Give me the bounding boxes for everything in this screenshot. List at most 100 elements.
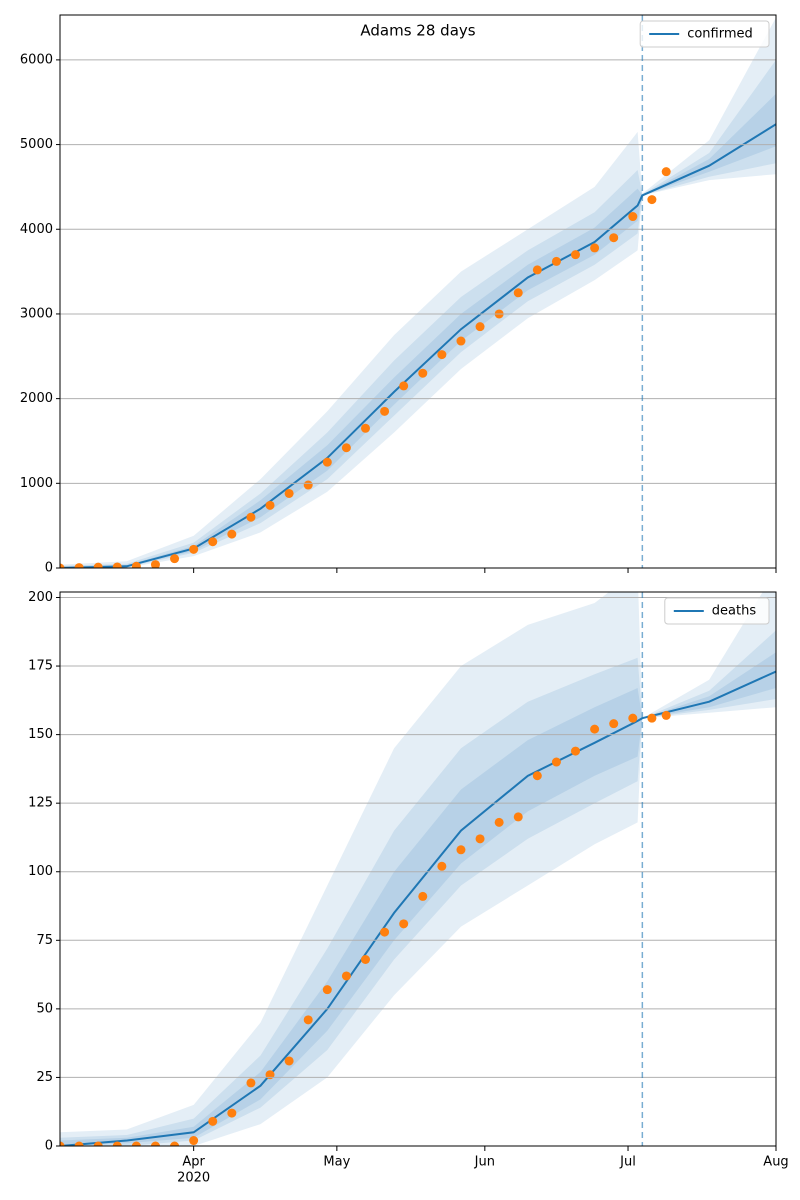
observed-point — [590, 243, 600, 253]
observed-point — [475, 834, 485, 844]
observed-point — [456, 845, 466, 855]
observed-point — [551, 256, 561, 266]
observed-point — [322, 457, 332, 467]
plot-area — [60, 17, 776, 568]
observed-point — [590, 724, 600, 734]
observed-point — [150, 1141, 160, 1146]
axes-frame — [59, 591, 777, 1147]
legend-label: confirmed — [687, 27, 753, 42]
chart-title: Adams 28 days — [360, 22, 475, 40]
observed-point — [399, 919, 409, 929]
observed-point — [628, 713, 638, 723]
observed-point — [532, 265, 542, 275]
observed-point — [265, 500, 275, 510]
observed-point — [131, 1141, 141, 1146]
observed-point — [437, 861, 447, 871]
observed-point — [112, 562, 122, 568]
model-line — [60, 670, 776, 1146]
observed-point — [647, 195, 657, 205]
observed-point — [60, 563, 65, 568]
observed-point — [341, 971, 351, 981]
observed-point — [380, 927, 390, 937]
observed-point — [93, 1141, 103, 1146]
y-tick-label: 75 — [36, 933, 53, 948]
observed-point — [284, 488, 294, 498]
observed-point — [74, 1141, 84, 1146]
observed-point — [208, 1116, 218, 1126]
y-tick-label: 2000 — [20, 391, 53, 406]
observed-point — [131, 561, 141, 568]
x-tick-label: Aug — [763, 1155, 788, 1170]
observed-point — [360, 955, 370, 965]
legend-box — [639, 20, 770, 48]
observed-point — [418, 891, 428, 901]
observed-point — [227, 1108, 237, 1118]
observed-point — [628, 212, 638, 222]
observed-point — [341, 443, 351, 453]
observed-point — [112, 1141, 122, 1146]
y-tick-label: 3000 — [20, 306, 53, 321]
observed-point — [571, 746, 581, 756]
observed-point — [437, 350, 447, 360]
axes-frame — [59, 14, 777, 569]
observed-point — [571, 250, 581, 260]
y-tick-label: 50 — [36, 1001, 53, 1016]
observed-point — [494, 817, 504, 827]
observed-point — [380, 406, 390, 416]
observed-point — [661, 710, 671, 720]
observed-point — [532, 771, 542, 781]
observed-point — [74, 563, 84, 568]
observed-point — [246, 1078, 256, 1088]
y-tick-label: 0 — [45, 561, 53, 576]
x-tick-label: Jun — [474, 1155, 495, 1170]
y-tick-label: 4000 — [20, 222, 53, 237]
x-tick-label: Jul — [619, 1155, 636, 1170]
observed-point — [284, 1056, 294, 1066]
uncertainty-band — [60, 17, 776, 568]
x-year-label: 2020 — [177, 1171, 210, 1186]
observed-point — [303, 1015, 313, 1025]
observed-point — [303, 480, 313, 490]
legend-label: deaths — [712, 604, 757, 619]
y-tick-label: 0 — [45, 1139, 53, 1154]
observed-point — [322, 985, 332, 995]
observed-point — [418, 368, 428, 378]
observed-point — [399, 381, 409, 391]
observed-point — [475, 322, 485, 332]
y-tick-label: 25 — [36, 1070, 53, 1085]
legend-box — [664, 597, 770, 625]
uncertainty-band — [60, 630, 776, 1146]
y-tick-label: 175 — [28, 659, 53, 674]
x-tick-label: Apr — [182, 1155, 205, 1170]
observed-point — [360, 423, 370, 433]
observed-point — [189, 1136, 199, 1146]
observed-point — [513, 288, 523, 298]
y-tick-label: 6000 — [20, 52, 53, 67]
observed-point — [647, 713, 657, 723]
y-tick-label: 5000 — [20, 137, 53, 152]
observed-point — [609, 719, 619, 729]
observed-point — [661, 167, 671, 177]
plot-area — [60, 592, 776, 1146]
observed-point — [551, 757, 561, 767]
y-tick-label: 100 — [28, 864, 53, 879]
observed-point — [170, 554, 180, 564]
observed-point — [170, 1141, 180, 1146]
observed-point — [208, 537, 218, 547]
observed-point — [456, 336, 466, 346]
observed-point — [189, 544, 199, 554]
observed-point — [513, 812, 523, 822]
y-tick-label: 150 — [28, 727, 53, 742]
y-tick-label: 200 — [28, 590, 53, 605]
observed-point — [609, 233, 619, 243]
y-tick-label: 1000 — [20, 476, 53, 491]
x-tick-label: May — [323, 1155, 350, 1170]
observed-point — [60, 1141, 65, 1146]
observed-point — [93, 562, 103, 568]
y-tick-label: 125 — [28, 796, 53, 811]
uncertainty-band — [60, 652, 776, 1146]
observed-point — [246, 512, 256, 522]
observed-point — [227, 529, 237, 539]
